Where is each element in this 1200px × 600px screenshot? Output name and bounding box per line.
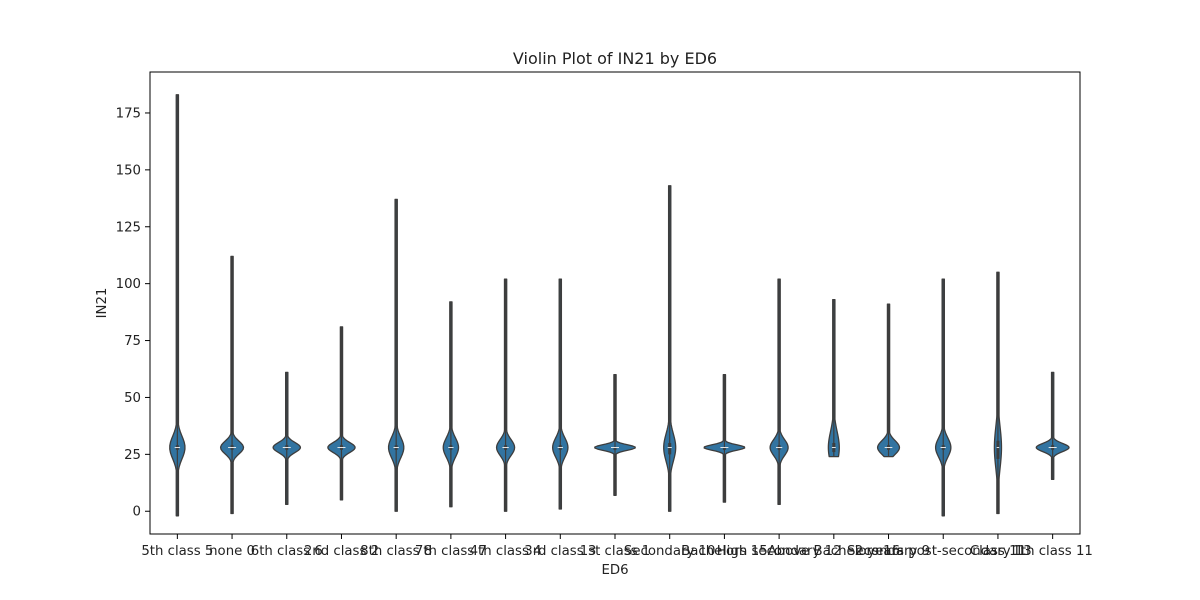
y-tick-label: 0 <box>133 505 141 520</box>
x-tick-label: Secondary 10 <box>624 544 716 559</box>
x-tick-label: 3rd class 3 <box>524 544 596 559</box>
x-tick-label: 1st class 1 <box>580 544 651 559</box>
violin-16 <box>1035 371 1070 481</box>
violin-15 <box>993 271 1003 515</box>
x-tick-label: 4th class 4 <box>470 544 542 559</box>
violin-10 <box>703 374 746 503</box>
x-tick-label: Secondary 9 <box>847 544 930 559</box>
x-tick-label: 2nd class 2 <box>304 544 379 559</box>
violin-7 <box>551 278 569 510</box>
x-tick-label: Class 11 <box>970 544 1026 559</box>
violin-13 <box>876 303 901 458</box>
violin-14 <box>934 278 952 517</box>
x-tick-label: none 0 <box>209 544 255 559</box>
y-tick-label: 150 <box>116 163 141 178</box>
y-tick-label: 100 <box>116 277 141 292</box>
violin-2 <box>272 371 302 506</box>
x-tick-label: 7th class 7 <box>415 544 487 559</box>
y-tick-label: 25 <box>124 448 141 463</box>
y-tick-label: 175 <box>116 106 141 121</box>
x-tick-label: Bachelors 15 <box>681 544 768 559</box>
y-tick-label: 50 <box>124 391 141 406</box>
violin-6 <box>495 278 516 512</box>
violin-11 <box>769 278 789 506</box>
y-tick-label: 75 <box>124 334 141 349</box>
violin-9 <box>663 185 677 512</box>
x-tick-label: 5th class 5 <box>141 544 213 559</box>
x-tick-label: Above Bachelors 16 <box>768 544 901 559</box>
x-tick-label: 2 years post-secondary 13 <box>855 544 1032 559</box>
plot-area <box>169 94 1070 517</box>
y-tick-label: 125 <box>116 220 141 235</box>
violin-3 <box>327 326 356 501</box>
y-axis: 0 25 50 75 100 125 150 175 <box>116 106 150 520</box>
x-tick-label: 6th class 6 <box>251 544 323 559</box>
x-tick-label: 1th class 11 <box>1012 544 1092 559</box>
violin-4 <box>387 198 405 512</box>
violin-12 <box>827 298 840 458</box>
violin-8 <box>594 374 636 496</box>
x-axis-label: ED6 <box>601 563 628 578</box>
violin-1 <box>219 255 245 515</box>
violin-5 <box>442 301 460 508</box>
x-tick-label: 8th class 8 <box>360 544 432 559</box>
chart-title: Violin Plot of IN21 by ED6 <box>513 49 717 68</box>
violin-0 <box>169 94 186 517</box>
y-axis-label: IN21 <box>95 288 110 319</box>
x-tick-label: High secondary 12 <box>717 544 842 559</box>
